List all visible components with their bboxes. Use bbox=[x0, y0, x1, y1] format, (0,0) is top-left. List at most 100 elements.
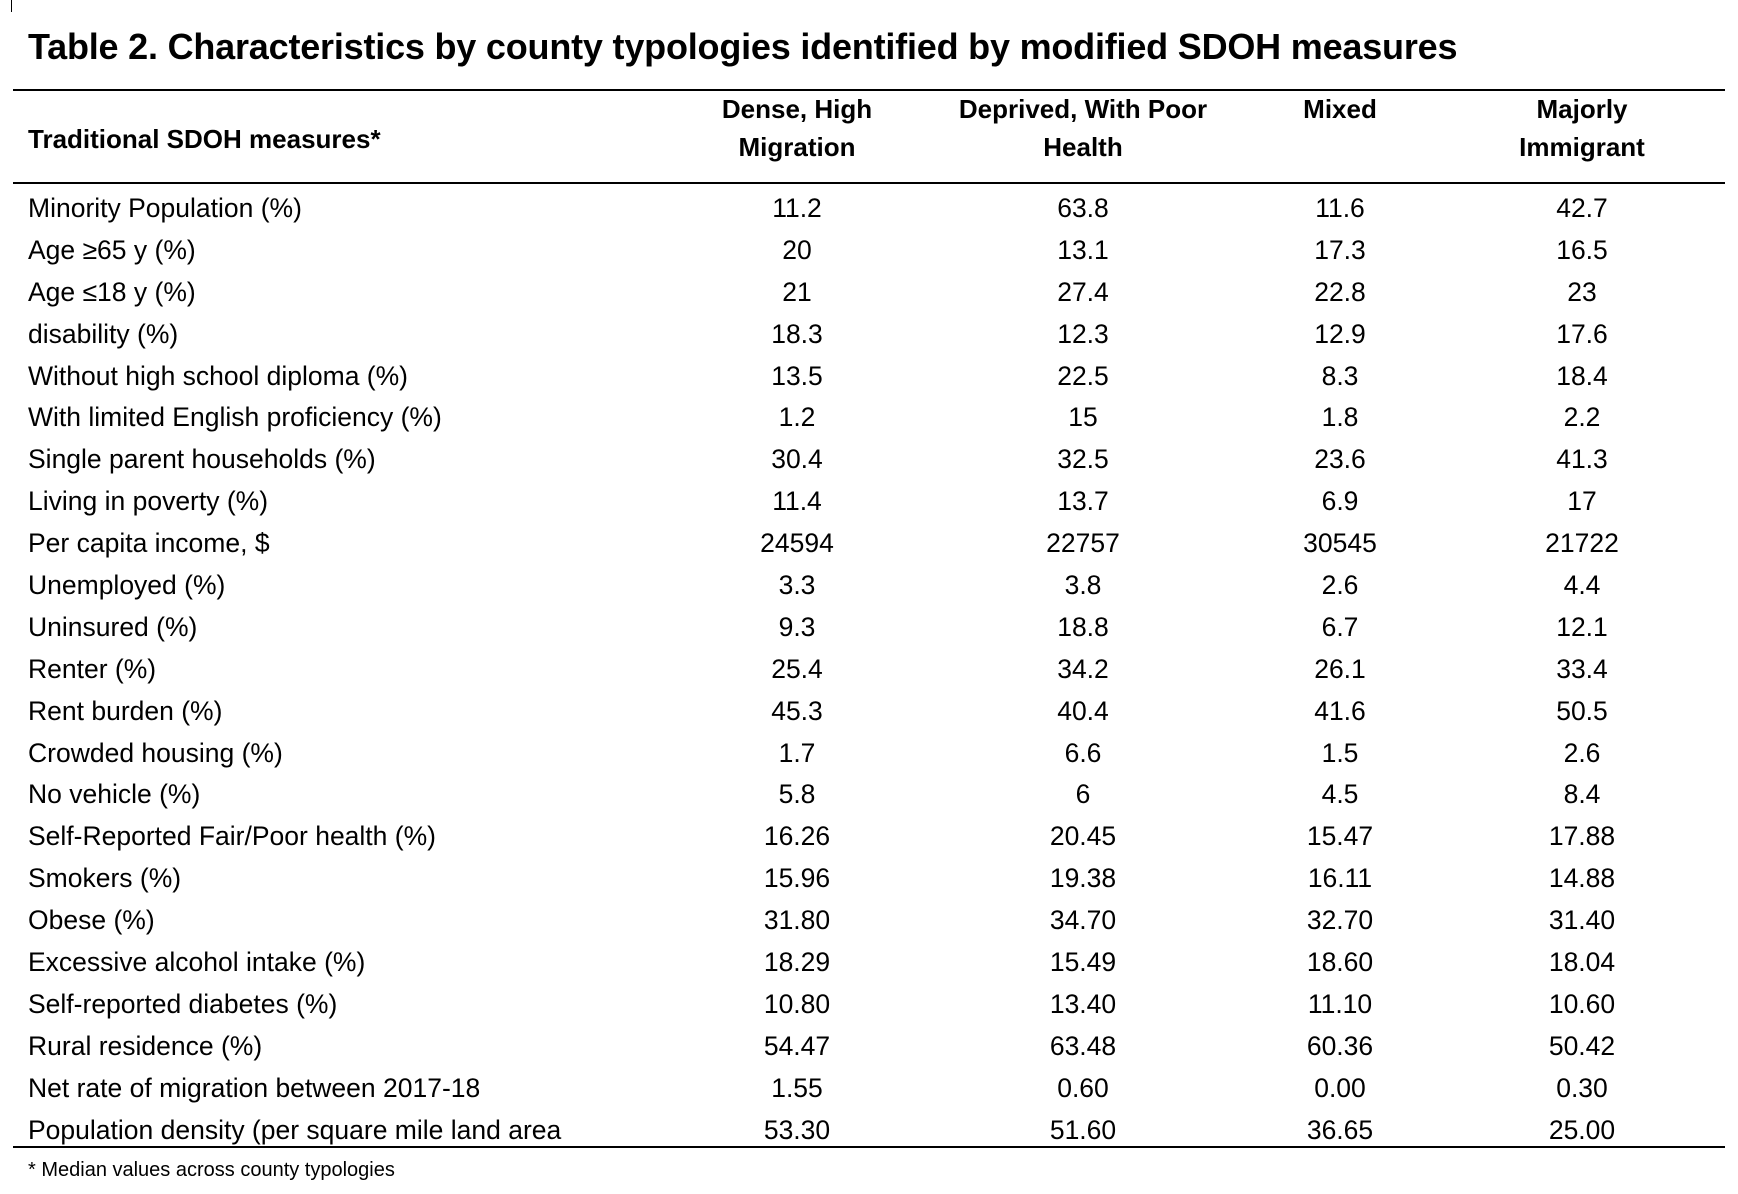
cell-mixed: 41.6 bbox=[1314, 695, 1366, 726]
row-label: Obese (%) bbox=[28, 905, 155, 936]
cell-deprived-poor-health: 12.3 bbox=[1057, 318, 1109, 349]
table-row: Unemployed (%) 3.3 3.8 2.6 4.4 bbox=[0, 565, 1738, 607]
cell-deprived-poor-health: 34.70 bbox=[1049, 905, 1117, 936]
cell-deprived-poor-health: 32.5 bbox=[1057, 444, 1109, 475]
row-label: Age ≤18 y (%) bbox=[28, 276, 196, 307]
cell-mixed: 60.36 bbox=[1306, 1030, 1374, 1061]
cell-majorly-immigrant: 31.40 bbox=[1548, 905, 1616, 936]
cell-majorly-immigrant: 50.5 bbox=[1556, 695, 1608, 726]
cell-deprived-poor-health: 13.1 bbox=[1057, 234, 1109, 265]
cell-majorly-immigrant: 2.6 bbox=[1563, 737, 1601, 768]
cell-majorly-immigrant: 23 bbox=[1567, 276, 1597, 307]
cell-deprived-poor-health: 15.49 bbox=[1049, 947, 1117, 978]
cell-deprived-poor-health: 20.45 bbox=[1049, 821, 1117, 852]
table-row: Per capita income, $ 24594 22757 30545 21722 bbox=[0, 523, 1738, 565]
cell-majorly-immigrant: 18.04 bbox=[1548, 947, 1616, 978]
cell-mixed: 26.1 bbox=[1314, 653, 1366, 684]
table-row: Minority Population (%) 11.2 63.8 11.6 42.7 bbox=[0, 188, 1738, 230]
row-label: Single parent households (%) bbox=[28, 444, 376, 475]
row-label: Net rate of migration between 2017-18 bbox=[28, 1072, 481, 1103]
table-row: Smokers (%) 15.96 19.38 16.11 14.88 bbox=[0, 858, 1738, 900]
cell-mixed: 11.10 bbox=[1307, 988, 1373, 1019]
row-label: Uninsured (%) bbox=[28, 611, 198, 642]
cell-deprived-poor-health: 6 bbox=[1075, 779, 1091, 810]
cell-dense-high-migration: 18.3 bbox=[771, 318, 823, 349]
table-row: Renter (%) 25.4 34.2 26.1 33.4 bbox=[0, 649, 1738, 691]
cell-deprived-poor-health: 34.2 bbox=[1057, 653, 1109, 684]
cell-majorly-immigrant: 21722 bbox=[1545, 528, 1619, 559]
cell-mixed: 30545 bbox=[1303, 528, 1377, 559]
cell-mixed: 36.65 bbox=[1306, 1114, 1374, 1145]
cell-dense-high-migration: 5.8 bbox=[778, 779, 816, 810]
cell-dense-high-migration: 20 bbox=[782, 234, 812, 265]
table-bottom-rule bbox=[13, 1146, 1725, 1148]
cell-majorly-immigrant: 41.3 bbox=[1556, 444, 1608, 475]
table-row: Age ≥65 y (%) 20 13.1 17.3 16.5 bbox=[0, 230, 1738, 272]
cell-deprived-poor-health: 51.60 bbox=[1049, 1114, 1117, 1145]
row-label: Rent burden (%) bbox=[28, 695, 223, 726]
row-label: Living in poverty (%) bbox=[28, 486, 269, 517]
cell-deprived-poor-health: 15 bbox=[1068, 402, 1098, 433]
cell-dense-high-migration: 25.4 bbox=[771, 653, 823, 684]
row-label: Population density (per square mile land… bbox=[28, 1114, 562, 1145]
table-title: Table 2. Characteristics by county typol… bbox=[28, 26, 1458, 67]
cell-majorly-immigrant: 17.88 bbox=[1548, 821, 1616, 852]
table-header-rule bbox=[13, 182, 1725, 184]
cell-mixed: 32.70 bbox=[1306, 905, 1374, 936]
table-body: Minority Population (%) 11.2 63.8 11.6 42.7 A… bbox=[0, 188, 1738, 1151]
cell-mixed: 1.5 bbox=[1321, 737, 1359, 768]
row-label: Self-Reported Fair/Poor health (%) bbox=[28, 821, 436, 852]
cell-majorly-immigrant: 4.4 bbox=[1563, 570, 1601, 601]
cell-mixed: 12.9 bbox=[1314, 318, 1366, 349]
cell-dense-high-migration: 53.30 bbox=[763, 1114, 831, 1145]
table-row: Age ≤18 y (%) 21 27.4 22.8 23 bbox=[0, 272, 1738, 314]
cell-mixed: 16.11 bbox=[1307, 863, 1373, 894]
cell-mixed: 11.6 bbox=[1315, 193, 1365, 223]
cell-majorly-immigrant: 50.42 bbox=[1548, 1030, 1616, 1061]
row-label: Unemployed (%) bbox=[28, 570, 226, 601]
cell-mixed: 23.6 bbox=[1314, 444, 1366, 475]
row-label: Per capita income, $ bbox=[28, 528, 270, 559]
cell-mixed: 2.6 bbox=[1321, 570, 1359, 601]
table-row: Self-reported diabetes (%) 10.80 13.40 11.1… bbox=[0, 984, 1738, 1026]
row-label: disability (%) bbox=[28, 318, 179, 349]
cell-mixed: 4.5 bbox=[1321, 779, 1359, 810]
cell-deprived-poor-health: 27.4 bbox=[1057, 276, 1109, 307]
cell-deprived-poor-health: 40.4 bbox=[1057, 695, 1109, 726]
cell-dense-high-migration: 1.7 bbox=[778, 737, 816, 768]
header-deprived-poor-health: Deprived, With Poor Health bbox=[958, 94, 1208, 162]
row-label: With limited English proficiency (%) bbox=[28, 402, 442, 433]
table-row: Single parent households (%) 30.4 32.5 23.6… bbox=[0, 439, 1738, 481]
row-label: Age ≥65 y (%) bbox=[28, 234, 196, 265]
cell-mixed: 1.8 bbox=[1321, 402, 1359, 433]
table-row: No vehicle (%) 5.8 6 4.5 8.4 bbox=[0, 774, 1738, 816]
cell-majorly-immigrant: 0.30 bbox=[1556, 1072, 1608, 1103]
table-row: Crowded housing (%) 1.7 6.6 1.5 2.6 bbox=[0, 733, 1738, 775]
row-label: Without high school diploma (%) bbox=[28, 360, 409, 391]
cell-majorly-immigrant: 42.7 bbox=[1556, 193, 1608, 223]
cell-majorly-immigrant: 17.6 bbox=[1556, 318, 1608, 349]
cell-deprived-poor-health: 13.40 bbox=[1049, 988, 1117, 1019]
table-row: Population density (per square mile land… bbox=[0, 1110, 1738, 1152]
cell-dense-high-migration: 24594 bbox=[760, 528, 834, 559]
table-header-row: Traditional SDOH measures* Dense, High M… bbox=[0, 90, 1738, 182]
cell-majorly-immigrant: 8.4 bbox=[1563, 779, 1601, 810]
cell-dense-high-migration: 30.4 bbox=[771, 444, 823, 475]
cell-dense-high-migration: 16.26 bbox=[763, 821, 831, 852]
cell-majorly-immigrant: 16.5 bbox=[1556, 234, 1608, 265]
cell-deprived-poor-health: 63.8 bbox=[1057, 193, 1109, 223]
cell-mixed: 6.9 bbox=[1321, 486, 1359, 517]
cell-mixed: 8.3 bbox=[1321, 360, 1359, 391]
row-label: Excessive alcohol intake (%) bbox=[28, 947, 366, 978]
cell-dense-high-migration: 21 bbox=[782, 276, 812, 307]
cell-deprived-poor-health: 3.8 bbox=[1064, 570, 1102, 601]
cell-dense-high-migration: 45.3 bbox=[771, 695, 823, 726]
table-top-rule bbox=[13, 89, 1725, 91]
cell-dense-high-migration: 11.2 bbox=[772, 193, 822, 223]
cell-majorly-immigrant: 18.4 bbox=[1556, 360, 1608, 391]
cell-dense-high-migration: 9.3 bbox=[778, 611, 816, 642]
cell-majorly-immigrant: 33.4 bbox=[1556, 653, 1608, 684]
header-mixed: Mixed bbox=[1303, 94, 1377, 124]
row-label: Crowded housing (%) bbox=[28, 737, 283, 768]
cell-majorly-immigrant: 14.88 bbox=[1548, 863, 1616, 894]
